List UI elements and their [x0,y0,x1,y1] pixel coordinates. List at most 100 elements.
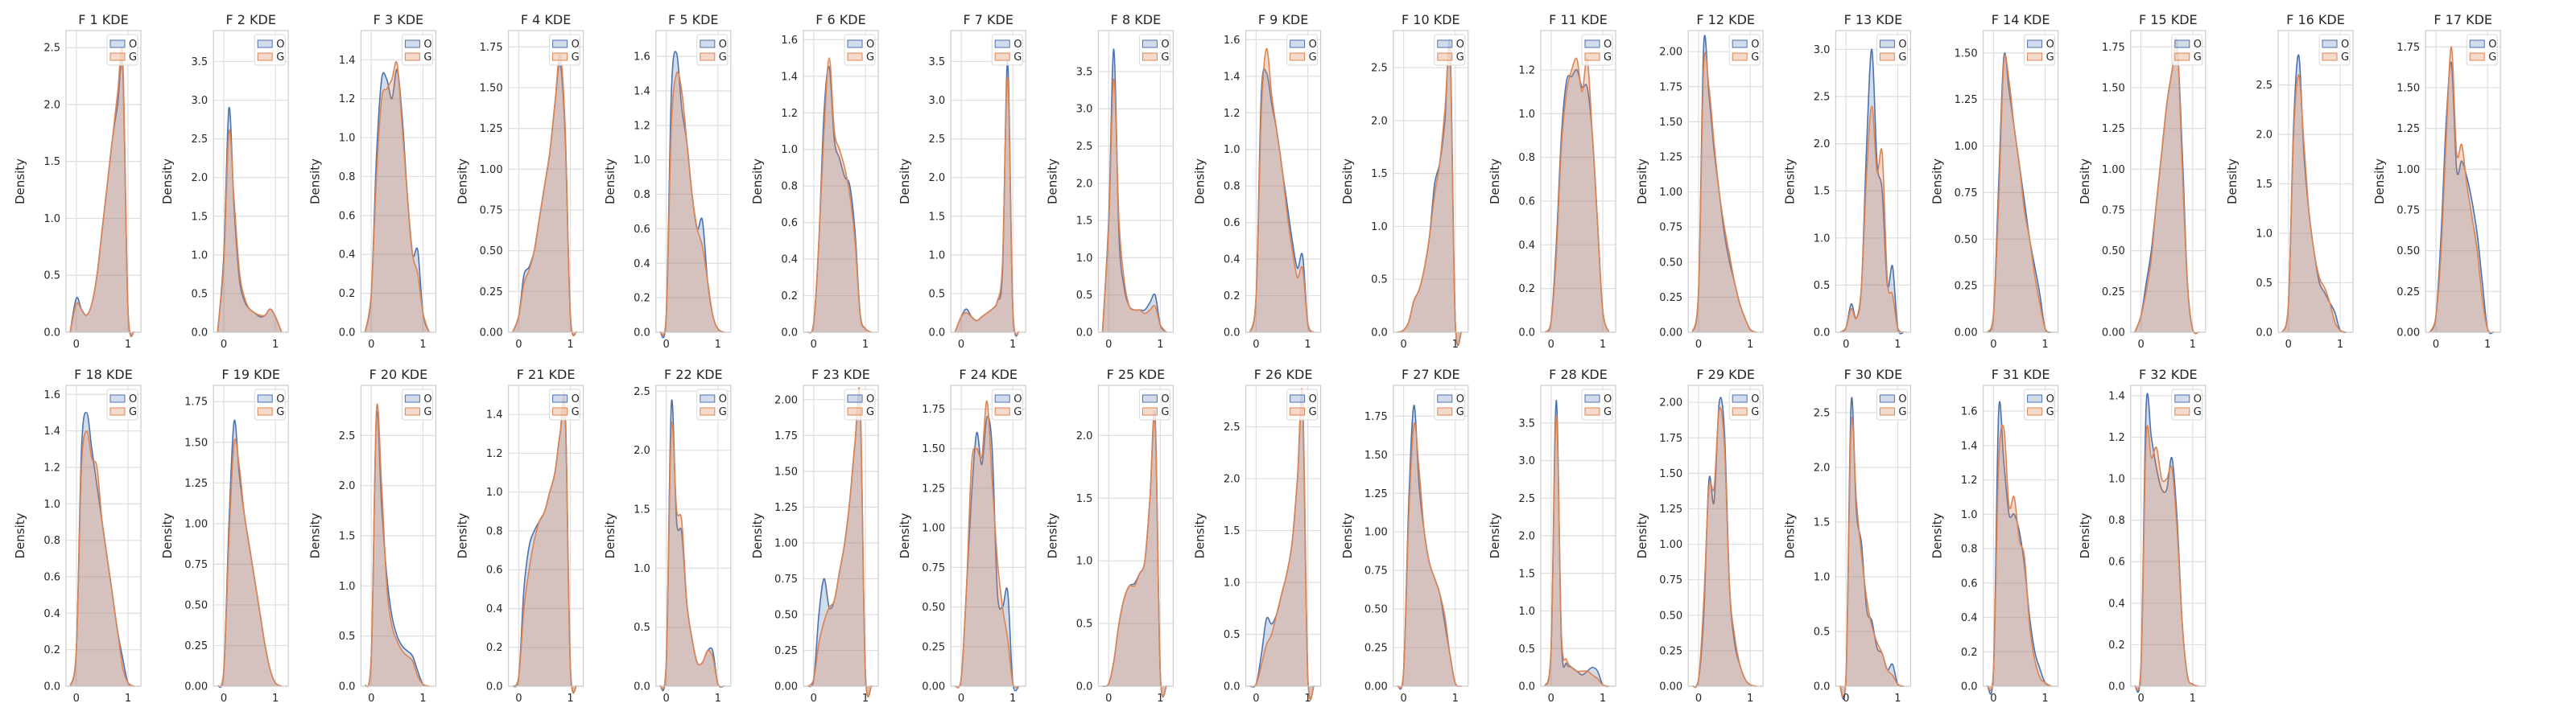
y-axis-label: Density [1782,158,1797,204]
y-tick-label: 1.5 [1814,517,1831,529]
subplot-title: F 22 KDE [664,367,723,382]
y-tick-label: 3.0 [192,95,208,107]
legend-box [991,389,1023,421]
y-tick-label: 0.6 [2108,557,2125,569]
y-tick-label: 1.6 [1961,406,1978,418]
kde-line-G [1249,388,1315,701]
y-tick-label: 1.00 [2396,164,2420,176]
y-tick-label: 1.00 [922,523,945,535]
legend-swatch-O [2027,39,2043,48]
y-tick-label: 0.0 [634,681,650,693]
kde-line-G [1544,57,1610,333]
x-tick-label: 1 [862,339,869,351]
subplot-32: 0.0 0.2 0.4 0.6 0.8 1.0 1.2 1.4 0 1 Density F 32 KD… [2078,367,2207,705]
y-tick-label: 1.4 [634,86,650,98]
subplot-7: 0.0 0.5 1.0 1.5 2.0 2.5 3.0 3.5 0 1 Density F 7 KDE… [898,12,1026,351]
subplot-23: 0.00 0.25 0.50 0.75 1.00 1.25 1.50 1.75 2.00 0 1 De… [750,367,879,705]
legend: OG [254,34,286,66]
y-tick-label: 0.25 [922,641,945,653]
y-tick-label: 1.00 [2102,164,2125,176]
subplot-title: F 2 KDE [225,12,275,27]
y-tick-label: 0.50 [1955,234,1978,246]
legend-box [401,389,433,421]
legend-label-G: G [2341,51,2349,64]
legend-swatch-G [552,407,568,416]
legend-label-O: O [1456,39,1464,51]
kde-area-G [1692,52,1757,332]
y-tick-label: 1.4 [1224,71,1241,83]
legend-swatch-G [257,52,273,61]
axes-frame [360,385,436,687]
legend-label-G: G [276,406,284,418]
subplot-12: 0.00 0.25 0.50 0.75 1.00 1.25 1.50 1.75 2.00 0 1 De… [1635,12,1764,351]
x-tick-label: 0 [2433,339,2439,351]
legend-label-G: G [719,406,727,418]
kde-area-G [2134,37,2199,334]
y-tick-label: 0.25 [2102,286,2125,298]
legend-label-O: O [276,393,284,405]
y-tick-label: 1.0 [2256,228,2273,241]
y-tick-label: 1.0 [781,144,798,156]
y-tick-label: 2.0 [1224,474,1241,486]
legend-swatch-O [1141,394,1158,403]
y-tick-label: 0.00 [2102,327,2125,339]
y-tick-label: 1.25 [774,502,798,514]
y-tick-label: 0.50 [1659,610,1682,622]
y-tick-label: 2.0 [1076,178,1093,190]
legend: OG [1434,389,1466,421]
kde-line-G [1397,422,1462,689]
x-tick-label: 1 [2190,693,2196,705]
x-tick-label: 0 [1990,693,1996,705]
kde-area-O [365,69,430,333]
axes-frame [803,385,879,687]
y-tick-label: 2.5 [2256,80,2273,92]
y-tick-label: 1.75 [1659,81,1682,93]
legend-swatch-O [552,39,568,48]
subplot-9: 0.0 0.2 0.4 0.6 0.8 1.0 1.2 1.4 1.6 0 1 Density F 9 … [1193,12,1322,351]
y-tick-label: 1.2 [1961,475,1978,487]
subplot-29: 0.00 0.25 0.50 0.75 1.00 1.25 1.50 1.75 2.00 0 1 De… [1635,367,1764,705]
x-tick-label: 0 [663,693,669,705]
y-tick-label: 0.75 [1659,222,1682,234]
subplot-22: 0.0 0.5 1.0 1.5 2.0 2.5 0 1 Density F 22 KDE OG [603,367,732,705]
axes-frame [950,30,1026,333]
y-tick-label: 0.5 [339,631,356,643]
subplot-31: 0.0 0.2 0.4 0.6 0.8 1.0 1.2 1.4 1.6 0 1 Density F 31… [1930,367,2059,705]
legend-swatch-O [2174,39,2190,48]
kde-area-O [1839,49,1905,334]
y-tick-label: 0.5 [1518,644,1535,656]
kde-area-G [1249,48,1315,333]
y-tick-label: 1.25 [1659,151,1682,163]
subplot-25: 0.0 0.5 1.0 1.5 2.0 0 1 Density F 25 KDE OG [1045,367,1174,705]
y-tick-label: 2.5 [339,430,356,442]
y-tick-label: 3.5 [192,56,208,68]
kde-line-G [217,438,283,687]
y-tick-label: 2.0 [2256,130,2273,142]
legend-label-O: O [1898,393,1906,405]
kde-line-G [1397,47,1463,346]
y-tick-label: 1.0 [192,249,208,261]
x-tick-label: 0 [1105,339,1112,351]
y-tick-label: 2.0 [1814,463,1831,475]
legend-label-G: G [572,51,580,64]
y-tick-label: 0.6 [634,224,650,236]
y-tick-label: 0.2 [339,288,356,300]
legend-swatch-G [1584,407,1600,416]
y-axis-label: Density [456,158,470,204]
legend-swatch-G [700,52,716,61]
kde-area-O [1692,35,1757,332]
y-tick-label: 0.25 [480,286,503,298]
subplot-17: 0.00 0.25 0.50 0.75 1.00 1.25 1.50 1.75 0 1 Densit… [2372,12,2501,351]
kde-line-G [1691,407,1757,689]
legend-box [844,34,876,66]
legend: OG [991,389,1023,421]
y-tick-label: 0.75 [1955,187,1978,200]
y-tick-label: 3.0 [1814,44,1831,56]
y-tick-label: 0.4 [486,603,503,615]
y-tick-label: 0.5 [1371,274,1388,286]
y-tick-label: 0.8 [781,181,798,193]
kde-area-O [659,400,724,691]
y-tick-label: 0.0 [634,327,650,339]
legend-label-G: G [1309,406,1317,418]
y-tick-label: 0.0 [1076,681,1093,693]
